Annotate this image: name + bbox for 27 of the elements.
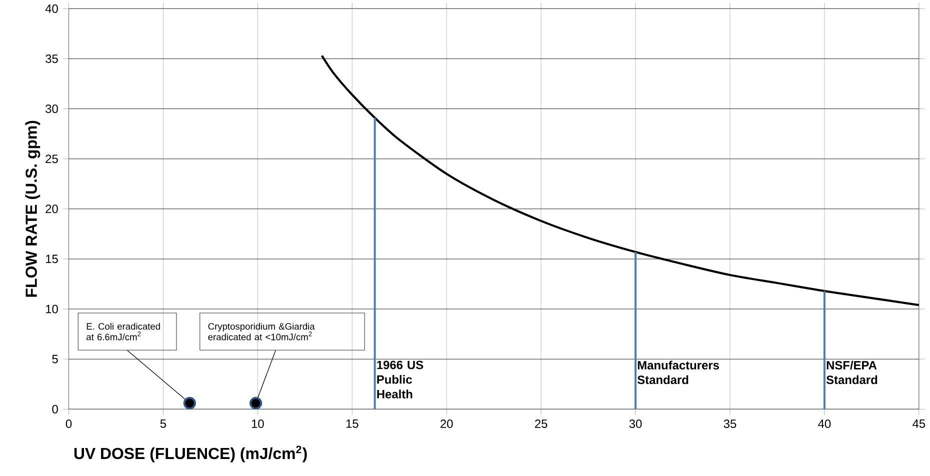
y-tick-label: 5 xyxy=(52,354,58,364)
y-tick-label: 20 xyxy=(46,204,58,214)
x-tick-label: 15 xyxy=(346,420,358,428)
x-tick-label: 20 xyxy=(440,420,453,428)
annotation: E. Coli eradicated at 6.6mJ/cm$^{2}$ xyxy=(86,322,160,340)
ref-line-label: 1966 US Public Health xyxy=(377,360,424,398)
y-tick-label: 30 xyxy=(46,104,58,114)
y-tick-label: 35 xyxy=(46,54,58,63)
x-tick-label: 30 xyxy=(629,420,642,428)
x-axis-title: UV DOSE (FLUENCE) (mJ/cm$^{2}$) xyxy=(74,446,307,462)
x-tick-label: 35 xyxy=(724,420,736,428)
annotation: Cryptosporidium &Giardia eradicated at <10mJ/cm$^{2}$ xyxy=(208,322,315,340)
x-tick-label: 25 xyxy=(535,420,548,428)
y-tick-label: 25 xyxy=(46,154,58,164)
y-tick-label: 0 xyxy=(52,404,58,414)
x-tick-label: 5 xyxy=(160,420,166,428)
ref-line-label: Manufacturers Standard xyxy=(637,360,720,384)
ref-line-label: NSF/EPA Standard xyxy=(826,360,878,384)
y-tick-label: 10 xyxy=(46,304,58,314)
y-axis-title: FLOW RATE (U.S. gpm) xyxy=(25,120,40,297)
x-tick-label: 40 xyxy=(818,420,831,428)
x-tick-label: 45 xyxy=(912,420,926,428)
y-tick-label: 15 xyxy=(46,254,58,264)
x-tick-label: 0 xyxy=(66,420,72,428)
y-tick-label: 40 xyxy=(45,4,58,13)
x-tick-label: 10 xyxy=(252,420,264,428)
line-series xyxy=(320,54,920,306)
